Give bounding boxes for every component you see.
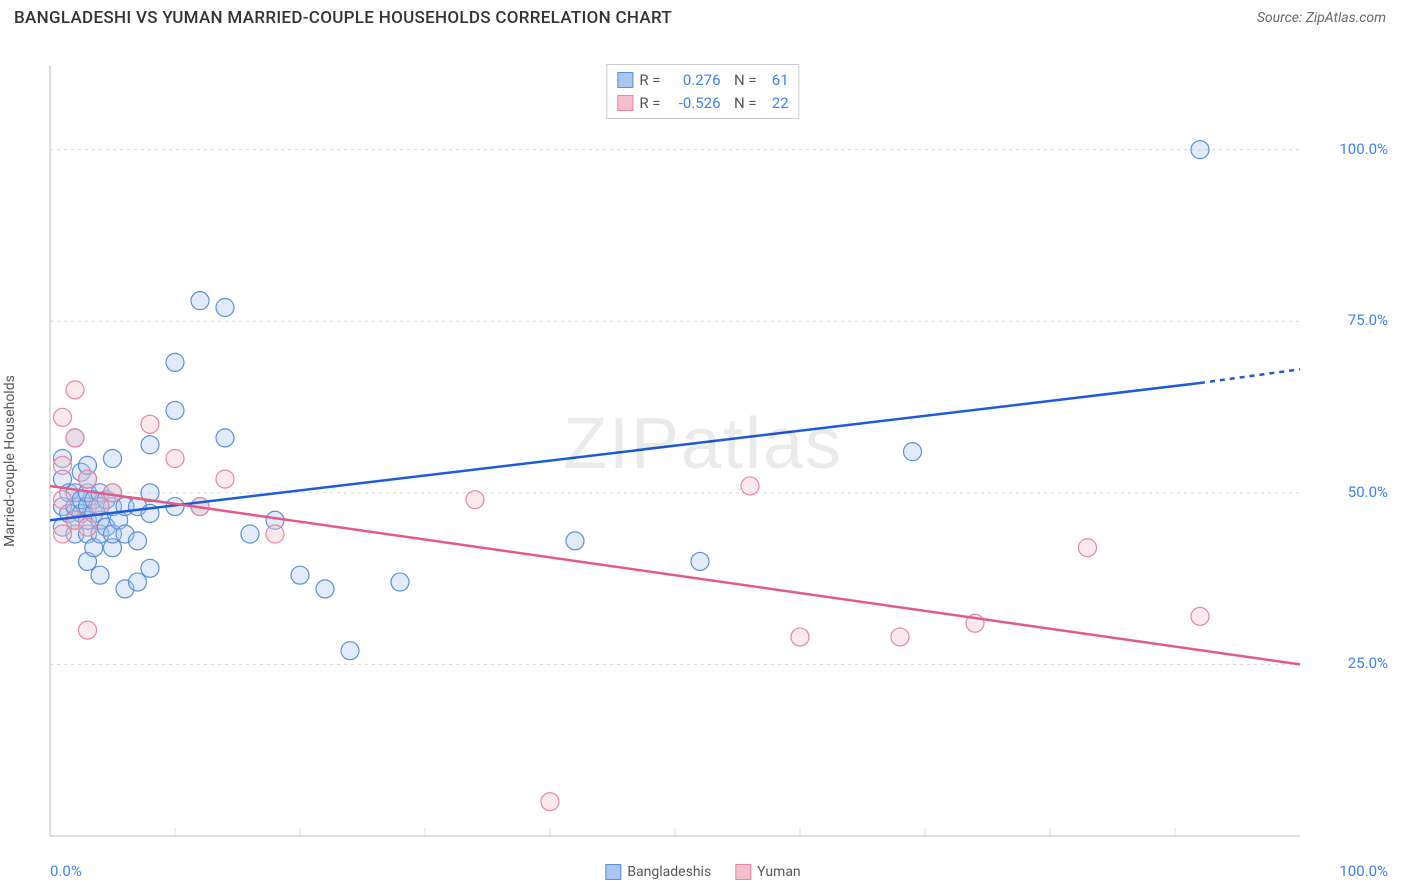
stat-r-label: R = (639, 92, 660, 115)
legend-item: Yuman (735, 864, 800, 880)
legend-swatch (735, 864, 751, 880)
y-axis-label: Married-couple Households (2, 375, 18, 547)
stat-r-value: -0.526 (667, 92, 721, 115)
legend-item: Bangladeshis (605, 864, 711, 880)
x-axis-min-label: 0.0% (50, 862, 82, 880)
series-legend: Bangladeshis Yuman (605, 864, 800, 880)
legend-label: Yuman (757, 864, 800, 880)
stat-n-value: 61 (763, 69, 789, 92)
chart-source: Source: ZipAtlas.com (1257, 10, 1386, 26)
stat-r-value: 0.276 (667, 69, 721, 92)
stat-n-label: N = (727, 92, 757, 115)
chart-area: Married-couple Households ZIPatlas R =0.… (0, 36, 1406, 886)
y-tick-label: 100.0% (1339, 140, 1388, 158)
legend-swatch (617, 95, 633, 111)
chart-title: BANGLADESHI VS YUMAN MARRIED-COUPLE HOUS… (14, 8, 672, 28)
legend-label: Bangladeshis (627, 864, 711, 880)
y-tick-label: 75.0% (1348, 311, 1388, 329)
scatter-plot (0, 36, 1406, 866)
y-tick-label: 25.0% (1348, 654, 1388, 672)
stat-r-label: R = (639, 69, 660, 92)
stats-row: R = 0.276 N = 61 (617, 69, 788, 92)
stats-legend: R = 0.276 N = 61 R = -0.526 N = 22 (606, 64, 799, 119)
legend-swatch (617, 72, 633, 88)
legend-swatch (605, 864, 621, 880)
y-tick-label: 50.0% (1348, 483, 1388, 501)
x-axis-max-label: 100.0% (1339, 862, 1388, 880)
stat-n-value: 22 (763, 92, 789, 115)
stats-row: R = -0.526 N = 22 (617, 92, 788, 115)
stat-n-label: N = (727, 69, 757, 92)
